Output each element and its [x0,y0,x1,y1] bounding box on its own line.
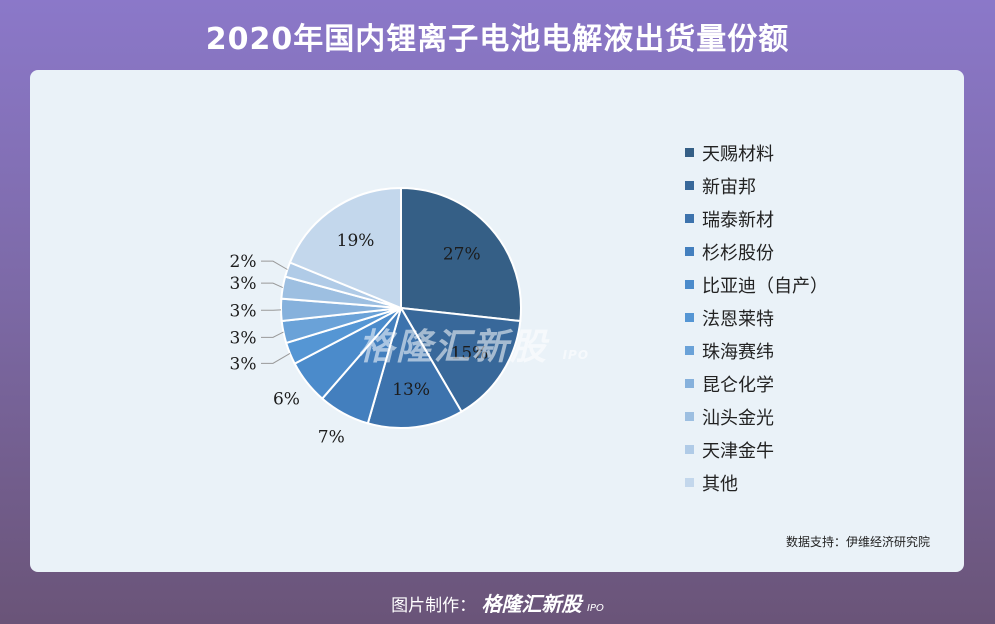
legend-swatch [685,478,694,487]
page-title: 2020年国内锂离子电池电解液出货量份额 [205,22,790,57]
footer: 图片制作： 格隆汇新股 IPO [0,588,995,617]
legend-label: 珠海赛纬 [702,341,774,363]
legend-item-5: 法恩莱特 [685,301,828,334]
legend-item-4: 比亚迪（自产） [685,268,828,301]
legend-item-2: 瑞泰新材 [685,202,828,235]
chart-card: 27% 15% 13% 7% 6% 3% 3% 3% 3% 2% 19% 天赐材料 新宙邦 瑞泰新材 杉杉… [30,70,964,572]
pie-chart: 27%15%13%7%6%3%3%3%3%2%19% [230,186,522,447]
slice-label-4: 6% [273,390,300,410]
footer-prefix: 图片制作： [391,596,477,616]
pie-slice-10 [288,186,402,310]
legend-item-3: 杉杉股份 [685,235,828,268]
leader-line-9 [261,260,288,270]
legend-swatch [685,313,694,322]
legend-item-10: 其他 [685,466,828,499]
legend-item-9: 天津金牛 [685,433,828,466]
footer-ipo: IPO [586,603,604,614]
legend-swatch [685,214,694,223]
chart-legend: 天赐材料新宙邦瑞泰新材杉杉股份比亚迪（自产） 法恩莱特珠海赛纬昆仑化学汕头金光天津… [685,136,828,499]
legend-item-6: 珠海赛纬 [685,334,828,367]
legend-swatch [685,148,694,157]
slice-label-5: 3% [230,354,257,374]
slice-label-2: 13% [392,380,430,400]
watermark: 格隆汇新股 IPO [358,318,589,370]
slice-label-3: 7% [318,427,345,447]
legend-item-0: 天赐材料 [685,136,828,169]
pie-slice-2 [366,305,463,429]
legend-item-1: 新宙邦 [685,169,828,202]
legend-swatch [685,379,694,388]
legend-swatch [685,346,694,355]
legend-label: 天赐材料 [702,143,774,165]
legend-label: 汕头金光 [702,407,774,429]
legend-swatch [685,280,694,289]
leader-line-5 [261,353,291,364]
slice-label-7: 3% [230,301,257,321]
legend-swatch [685,445,694,454]
legend-item-8: 汕头金光 [685,400,828,433]
legend-swatch [685,181,694,190]
slice-label-1: 15% [451,343,489,363]
legend-label: 天津金牛 [702,440,774,462]
slice-label-0: 27% [443,245,481,265]
pie-slice-0 [400,186,522,323]
slice-label-10: 19% [337,231,375,251]
slice-label-8: 3% [230,274,257,294]
legend-swatch [685,412,694,421]
legend-label: 杉杉股份 [702,242,774,264]
slice-label-9: 2% [230,252,257,272]
leader-line-8 [261,282,283,289]
footer-brand: 格隆汇新股 [481,592,582,616]
legend-item-7: 昆仑化学 [685,367,828,400]
watermark-sub: IPO [562,348,590,362]
legend-label: 比亚迪（自产） [702,275,828,297]
pie-slice-1 [399,306,522,413]
legend-label: 新宙邦 [702,176,756,198]
legend-label: 法恩莱特 [702,308,774,330]
legend-swatch [685,247,694,256]
data-source: 数据支持：伊维经济研究院 [785,535,930,549]
legend-label: 瑞泰新材 [702,209,774,231]
legend-label: 昆仑化学 [702,374,774,396]
watermark-text: 格隆汇新股 [358,327,549,368]
slice-label-6: 3% [230,328,257,348]
legend-label: 其他 [702,473,738,495]
leader-line-6 [261,331,284,338]
